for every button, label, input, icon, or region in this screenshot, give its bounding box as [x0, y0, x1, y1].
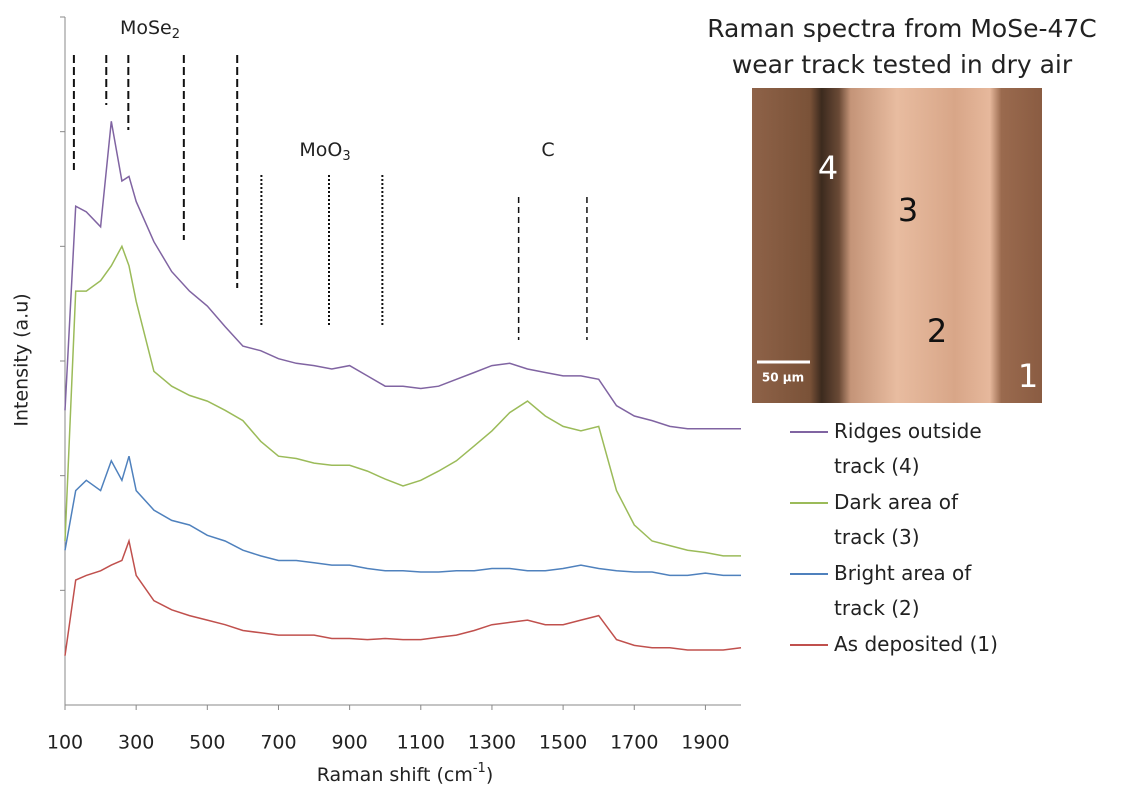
x-axis-label-text: Raman shift (cm	[317, 764, 473, 786]
inset-label: 1	[1018, 357, 1038, 395]
title-line: Raman spectra from MoSe-47C	[707, 14, 1097, 43]
reference-label-text: C	[541, 139, 554, 161]
legend-entry: Bright area of track (2)	[790, 556, 1005, 626]
reference-label: MoSe2	[120, 17, 180, 42]
x-tick-label: 900	[331, 732, 367, 754]
micrograph	[752, 88, 1042, 403]
legend-label: As deposited (1)	[834, 632, 998, 656]
legend-label: Bright area of track (2)	[834, 561, 972, 620]
x-tick-label: 300	[118, 732, 154, 754]
reference-label-sub: 2	[172, 27, 180, 42]
x-tick-label: 500	[189, 732, 225, 754]
reference-label: MoO3	[299, 139, 350, 164]
legend-swatch	[790, 644, 828, 646]
scale-bar-label: 50 µm	[762, 371, 804, 385]
x-axis-label-sup: -1	[473, 761, 486, 776]
legend-entry: As deposited (1)	[790, 627, 1005, 662]
reference-label-text: MoO	[299, 139, 342, 161]
inset-label: 3	[898, 191, 918, 229]
x-axis-label-end: )	[486, 764, 493, 786]
series-line	[64, 244, 741, 557]
legend-swatch	[790, 573, 828, 575]
legend-entry: Ridges outside track (4)	[790, 414, 1005, 484]
inset-image	[752, 88, 1042, 403]
reference-label-text: MoSe	[120, 17, 172, 39]
x-tick-label: 1500	[539, 732, 587, 754]
series-line	[64, 455, 741, 577]
x-tick-label: 700	[260, 732, 296, 754]
legend-label: Ridges outside track (4)	[834, 419, 982, 478]
legend-label: Dark area of track (3)	[834, 490, 959, 549]
legend-entry: Dark area of track (3)	[790, 485, 1005, 555]
series-line	[64, 121, 741, 430]
x-axis-label: Raman shift (cm-1)	[317, 761, 493, 786]
title-line: wear track tested in dry air	[732, 50, 1073, 79]
reference-label: C	[541, 139, 554, 161]
series-line	[64, 538, 742, 656]
legend: Ridges outside track (4) Dark area of tra…	[790, 414, 1005, 663]
legend-swatch	[790, 431, 828, 433]
inset-label: 4	[818, 149, 838, 187]
legend-swatch	[790, 502, 828, 504]
x-tick-label: 100	[47, 732, 83, 754]
x-tick-label: 1700	[610, 732, 658, 754]
inset-label: 2	[927, 312, 947, 350]
reference-label-sub: 3	[342, 149, 350, 164]
x-tick-label: 1100	[397, 732, 445, 754]
y-axis-label: Intensity (a.u)	[11, 293, 33, 426]
x-tick-label: 1300	[468, 732, 516, 754]
x-tick-label: 1900	[681, 732, 729, 754]
